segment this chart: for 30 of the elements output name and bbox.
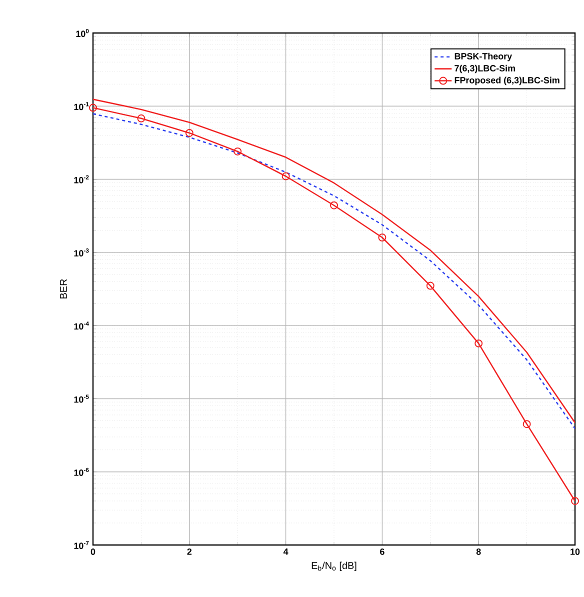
x-tick-label: 6 bbox=[380, 548, 384, 555]
x-tick-label: 4 bbox=[283, 548, 288, 555]
y-tick-label: 10$^{0}$ bbox=[76, 28, 89, 38]
point bbox=[89, 104, 97, 112]
point bbox=[571, 496, 579, 505]
x-tick-label: 0 bbox=[90, 548, 96, 555]
point bbox=[474, 339, 483, 348]
x-axis-title: E$_{b}$/N$_{o}$ [dB] bbox=[312, 562, 356, 571]
point bbox=[137, 114, 146, 122]
y-tick-label: 10$^{-6}$ bbox=[74, 468, 89, 476]
x-tick-label: 2 bbox=[187, 548, 192, 555]
point bbox=[522, 420, 531, 428]
y-tick-label: 10$^{-5}$ bbox=[74, 394, 89, 403]
point bbox=[426, 282, 434, 290]
legend-label: FProposed (6,3)LBC-Sim bbox=[454, 76, 560, 86]
y-tick-label: 10$^{-2}$ bbox=[74, 175, 89, 184]
x-tick-label: 10 bbox=[570, 548, 580, 555]
point bbox=[330, 201, 338, 210]
point bbox=[185, 128, 194, 137]
y-tick-label: 10$^{-4}$ bbox=[74, 322, 89, 330]
legend-label: BPSK-Theory bbox=[454, 52, 512, 62]
point bbox=[378, 234, 386, 242]
y-tick-label: 10$^{-3}$ bbox=[74, 248, 89, 256]
x-tick-label: 8 bbox=[476, 548, 481, 555]
y-tick-label: 10$^{-7}$ bbox=[74, 541, 89, 550]
y-axis-title: BER bbox=[60, 279, 67, 298]
y-tick-label: 10$^{-1}$ bbox=[74, 102, 89, 110]
point bbox=[282, 172, 290, 180]
legend-label: 7(6,3)LBC-Sim bbox=[454, 64, 515, 74]
point bbox=[234, 147, 242, 156]
